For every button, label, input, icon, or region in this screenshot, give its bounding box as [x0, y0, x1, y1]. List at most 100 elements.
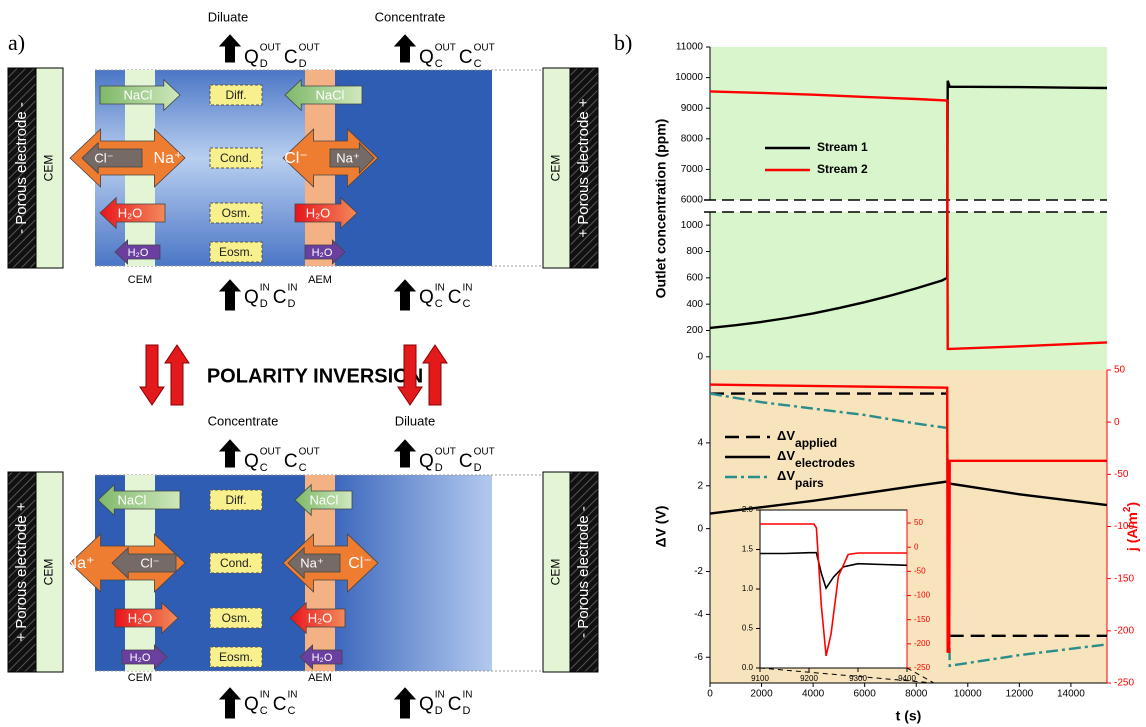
- transport-label: NaCl: [124, 87, 153, 102]
- legend-label-part: applied: [795, 436, 837, 450]
- y-tick-label: 6000: [681, 195, 704, 206]
- flow-symbol: C: [459, 47, 473, 68]
- y2-tick-label: 0: [914, 542, 919, 551]
- ion-label: Cl⁻: [348, 555, 372, 572]
- y-tick-label: 800: [686, 246, 703, 257]
- y-tick-label: 400: [686, 299, 703, 310]
- flow-symbol: C: [273, 287, 287, 308]
- plot-background: [760, 510, 907, 668]
- electrode-membrane-label: CEM: [42, 155, 56, 182]
- flow-superscript: IN: [288, 283, 298, 294]
- legend-label-part: ΔV: [777, 468, 795, 483]
- y2-axis-label-part: j (A/m: [1124, 512, 1140, 552]
- transport-label: H₂O: [312, 652, 333, 664]
- legend-label-part: electrodes: [795, 456, 855, 470]
- transport-label: H₂O: [306, 205, 331, 220]
- flow-subscript: C: [435, 58, 443, 70]
- process-label: Cond.: [220, 556, 252, 570]
- process-label: Cond.: [220, 151, 252, 165]
- process-label: Diff.: [225, 493, 246, 507]
- transport-label: H₂O: [128, 610, 153, 625]
- y-tick-label: 2: [697, 480, 703, 491]
- y2-tick-label: -200: [1114, 625, 1134, 636]
- stream-label: Concentrate: [208, 413, 279, 428]
- flow-superscript: OUT: [299, 43, 320, 54]
- flow-subscript: D: [474, 462, 482, 474]
- y-tick-label: 4: [697, 438, 703, 449]
- y-tick-label: 0: [697, 523, 703, 534]
- y-tick-label: 0: [697, 351, 703, 362]
- flow-symbol: Q: [419, 287, 434, 308]
- flow-subscript: D: [435, 462, 443, 474]
- legend-label: Stream 2: [817, 162, 868, 176]
- flow-subscript: D: [288, 298, 296, 310]
- y2-axis-label-part: ): [1124, 502, 1140, 507]
- x-tick-label: 14000: [1057, 689, 1085, 700]
- y2-tick-label: -150: [1114, 573, 1134, 584]
- flow-subscript: C: [299, 462, 307, 474]
- flow-symbol: C: [273, 694, 287, 715]
- y2-tick-label: -50: [914, 566, 926, 575]
- y-axis-label: Outlet concentration (ppm): [653, 119, 669, 299]
- flow-superscript: OUT: [474, 43, 495, 54]
- flow-superscript: OUT: [299, 447, 320, 458]
- y2-tick-label: 50: [1114, 365, 1126, 376]
- flow-symbol: C: [448, 694, 462, 715]
- y-tick-label: 10000: [675, 72, 703, 83]
- transport-label: H₂O: [308, 610, 333, 625]
- flow-symbol: Q: [244, 694, 259, 715]
- flow-subscript: C: [463, 298, 471, 310]
- x-tick-label: 10000: [954, 689, 982, 700]
- flow-superscript: OUT: [260, 447, 281, 458]
- electrode-membrane-label: CEM: [549, 155, 563, 182]
- outflow-arrow: [220, 35, 240, 62]
- inflow-arrow: [220, 280, 240, 310]
- flow-superscript: IN: [260, 283, 270, 294]
- membrane-label: AEM: [308, 274, 332, 286]
- stream-label: Diluate: [208, 9, 248, 24]
- stream-label: Diluate: [395, 413, 435, 428]
- transport-label: Na⁺: [300, 555, 323, 570]
- x-tick-label: 9100: [751, 674, 769, 683]
- panel-label: a): [8, 30, 25, 55]
- flow-symbol: Q: [244, 47, 259, 68]
- y-tick-label: 1.0: [742, 584, 754, 593]
- ion-label: Na⁺: [66, 555, 95, 572]
- y-tick-label: 200: [686, 325, 703, 336]
- membrane-label: AEM: [308, 672, 332, 684]
- flow-symbol: C: [284, 47, 298, 68]
- panel-label: b): [614, 30, 632, 55]
- transport-label: Cl⁻: [140, 555, 159, 570]
- flow-superscript: IN: [260, 690, 270, 701]
- membrane-label: CEM: [128, 672, 152, 684]
- outflow-arrow: [220, 440, 240, 467]
- flow-symbol: C: [284, 451, 298, 472]
- y-axis-label: ΔV (V): [653, 506, 669, 548]
- y-tick-label: 0.0: [742, 663, 754, 672]
- outflow-arrow: [395, 440, 415, 467]
- transport-label: H₂O: [312, 247, 333, 259]
- flow-symbol: C: [448, 287, 462, 308]
- y2-tick-label: -250: [1114, 678, 1134, 689]
- y-tick-label: 9000: [681, 103, 704, 114]
- outflow-arrow: [395, 35, 415, 62]
- electrode-membrane-label: CEM: [549, 559, 563, 586]
- membrane-label: CEM: [128, 274, 152, 286]
- y-tick-label: 2.0: [742, 505, 754, 514]
- flow-superscript: OUT: [435, 43, 456, 54]
- transport-label: Cl⁻: [94, 150, 113, 165]
- electrode-label: - Porous electrode -: [13, 102, 30, 234]
- y-tick-label: 11000: [676, 42, 704, 53]
- flow-symbol: C: [459, 451, 473, 472]
- inflow-arrow: [220, 688, 240, 718]
- electrode-label: - Porous electrode -: [575, 506, 592, 638]
- x-tick-label: 2000: [750, 689, 773, 700]
- y2-tick-label: -250: [914, 663, 931, 672]
- y2-tick-label: -200: [914, 639, 931, 648]
- flow-subscript: C: [474, 58, 482, 70]
- y-tick-label: 0.5: [742, 624, 754, 633]
- y-tick-label: 1.5: [742, 545, 754, 554]
- y2-tick-label: -50: [1114, 469, 1129, 480]
- x-tick-label: 12000: [1005, 689, 1033, 700]
- y-tick-label: 1000: [681, 220, 704, 231]
